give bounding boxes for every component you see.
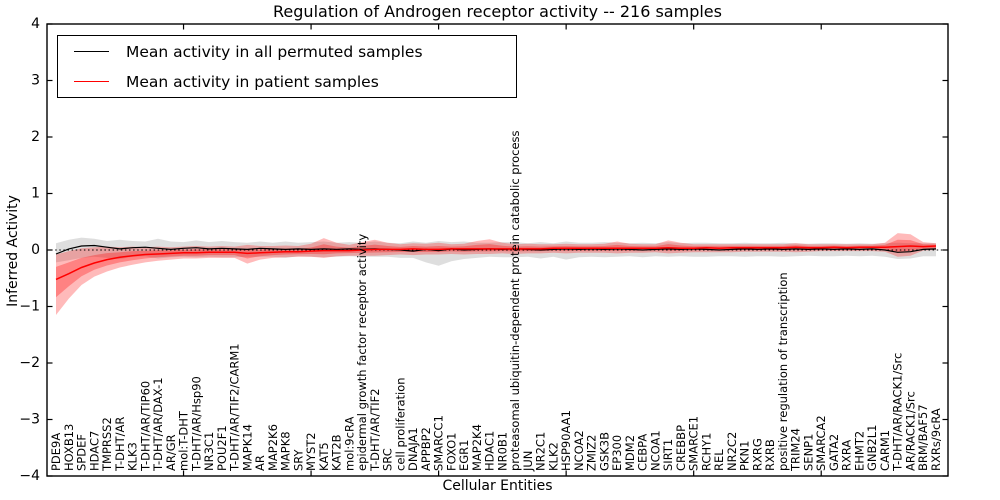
x-tick-label: BRM/BAF57 [916,404,930,471]
x-tick-label: RXRs/9cRA [929,408,943,471]
x-tick-label: T-DHT/AR/RACK1/Src [891,353,905,472]
x-tick-label: SMARCA2 [814,415,828,471]
x-axis-label: Cellular Entities [442,478,553,494]
x-tick-label: MAPK8 [279,431,293,471]
x-tick-label: SIRT1 [661,439,675,471]
y-tick-label: 0 [31,242,40,258]
x-tick-label: HSP90AA1 [559,410,573,471]
y-tick-label: 4 [31,16,40,32]
x-tick-label: JUN [521,451,535,472]
x-tick-label: EGR1 [457,440,471,472]
x-tick-label: KLK3 [126,442,140,471]
x-tick-label: mol:9cRA [342,417,356,471]
x-tick-label: AR/GR [164,434,178,471]
x-tick-label: REL [712,449,726,471]
x-tick-label: RXRA [840,440,854,471]
x-tick-label: mol:T-DHT [177,410,191,471]
patient-mean-line [55,245,937,281]
legend-label-permuted: Mean activity in all permuted samples [126,42,423,61]
patient-samples-range [56,233,936,315]
y-tick-label: −3 [19,412,40,428]
x-tick-label: T-DHT/AR/Hsp90 [189,376,203,472]
y-axis-ticks: −4 −3 −2 −1 0 1 2 3 4 [19,16,948,484]
legend-item-patient: Mean activity in patient samples [58,67,516,96]
x-tick-label: FOXO1 [444,433,458,471]
legend: Mean activity in all permuted samples Me… [57,35,517,98]
x-tick-labels: PDE9AHOXB13SPDEFHDAC7TMPRSS2T-DHT/ARKLK3… [49,130,943,472]
x-tick-label: NR2C1 [534,432,548,471]
x-tick-label: GSK3B [597,432,611,471]
y-tick-label: −1 [19,299,40,315]
legend-item-permuted: Mean activity in all permuted samples [58,37,516,66]
x-tick-label: MAP2K6 [266,424,280,471]
x-tick-label: CREBBP [674,425,688,471]
x-tick-label: APPBP2 [419,427,433,471]
x-tick-label: MAPK14 [240,424,254,471]
x-tick-label: NR3C1 [202,432,216,471]
x-tick-label: positive regulation of transcription [776,272,790,471]
x-tick-label: AR [253,455,267,471]
permuted-samples-range [56,237,936,266]
patient-line-swatch [74,81,109,82]
x-tick-label: SENP1 [802,434,816,471]
x-tick-label: T-DHT/AR [113,417,127,472]
x-tick-label: NR2C2 [725,432,739,471]
x-tick-label: NCOA1 [648,430,662,471]
x-tick-label: TRIM24 [789,428,803,472]
x-tick-label: AR/RACK1/Src [904,391,918,471]
patient-samples-range-core [56,239,936,298]
x-tick-label: CEBPA [636,434,650,471]
x-tick-label: T-DHT/AR/TIP60 [138,381,152,472]
x-tick-label: TMPRSS2 [100,417,114,472]
x-tick-label: cell proliferation [393,377,407,471]
x-tick-label: GATA2 [827,434,841,471]
x-tick-label: epidermal growth factor receptor activit… [355,234,369,471]
x-tick-label: HDAC1 [483,431,497,471]
y-tick-label: 1 [31,186,40,202]
uncertainty-bands [56,233,936,315]
x-tick-label: POU2F1 [215,425,229,471]
x-tick-label: KAT5 [317,442,331,471]
x-tick-label: RXRG [750,438,764,471]
x-tick-label: KLK2 [546,442,560,471]
x-tick-label: T-DHT/AR/TIF2 [368,388,382,472]
y-tick-label: 2 [31,129,40,145]
x-tick-label: EP300 [610,435,624,471]
y-tick-label: −2 [19,355,40,371]
x-tick-label: PDE9A [49,433,63,471]
x-tick-label: KAT2B [330,434,344,471]
y-axis-label: Inferred Activity [5,195,21,307]
x-tick-label: SPDEF [75,434,89,471]
x-tick-label: MDM2 [623,435,637,471]
x-tick-label: RCHY1 [699,433,713,471]
x-tick-label: EHMT2 [853,431,867,471]
x-tick-label: T-DHT/AR/TIF2/CARM1 [228,343,242,472]
x-tick-label: DNAJA1 [406,427,420,471]
x-tick-label: CARM1 [878,430,892,471]
x-tick-label: T-DHT/AR/DAX-1 [151,377,165,472]
x-tick-label: NCOA2 [572,430,586,471]
chart-title: Regulation of Androgen receptor activity… [273,2,722,21]
x-tick-label: SMARCC1 [432,415,446,471]
x-tick-label: RXRB [763,439,777,471]
permuted-line-swatch [74,51,109,52]
y-tick-label: 3 [31,73,40,89]
x-tick-label: proteasomal ubiquitin-dependent protein … [508,130,522,471]
x-tick-label: MYST2 [304,432,318,471]
x-tick-label: SRC [381,448,395,471]
x-tick-label: GNB2L1 [865,425,879,471]
legend-label-patient: Mean activity in patient samples [126,72,379,91]
x-tick-label: HOXB13 [62,424,76,471]
x-tick-label: SMARCE1 [687,416,701,471]
x-tick-label: NR0B1 [495,432,509,471]
x-tick-label: PKN1 [738,441,752,471]
x-tick-label: MAP2K4 [470,424,484,471]
x-tick-label: SRY [291,448,305,471]
x-tick-label: HDAC7 [87,431,101,471]
x-tick-label: ZMIZ2 [585,435,599,471]
x-axis-ticks [182,24,822,476]
y-tick-label: −4 [19,468,40,484]
